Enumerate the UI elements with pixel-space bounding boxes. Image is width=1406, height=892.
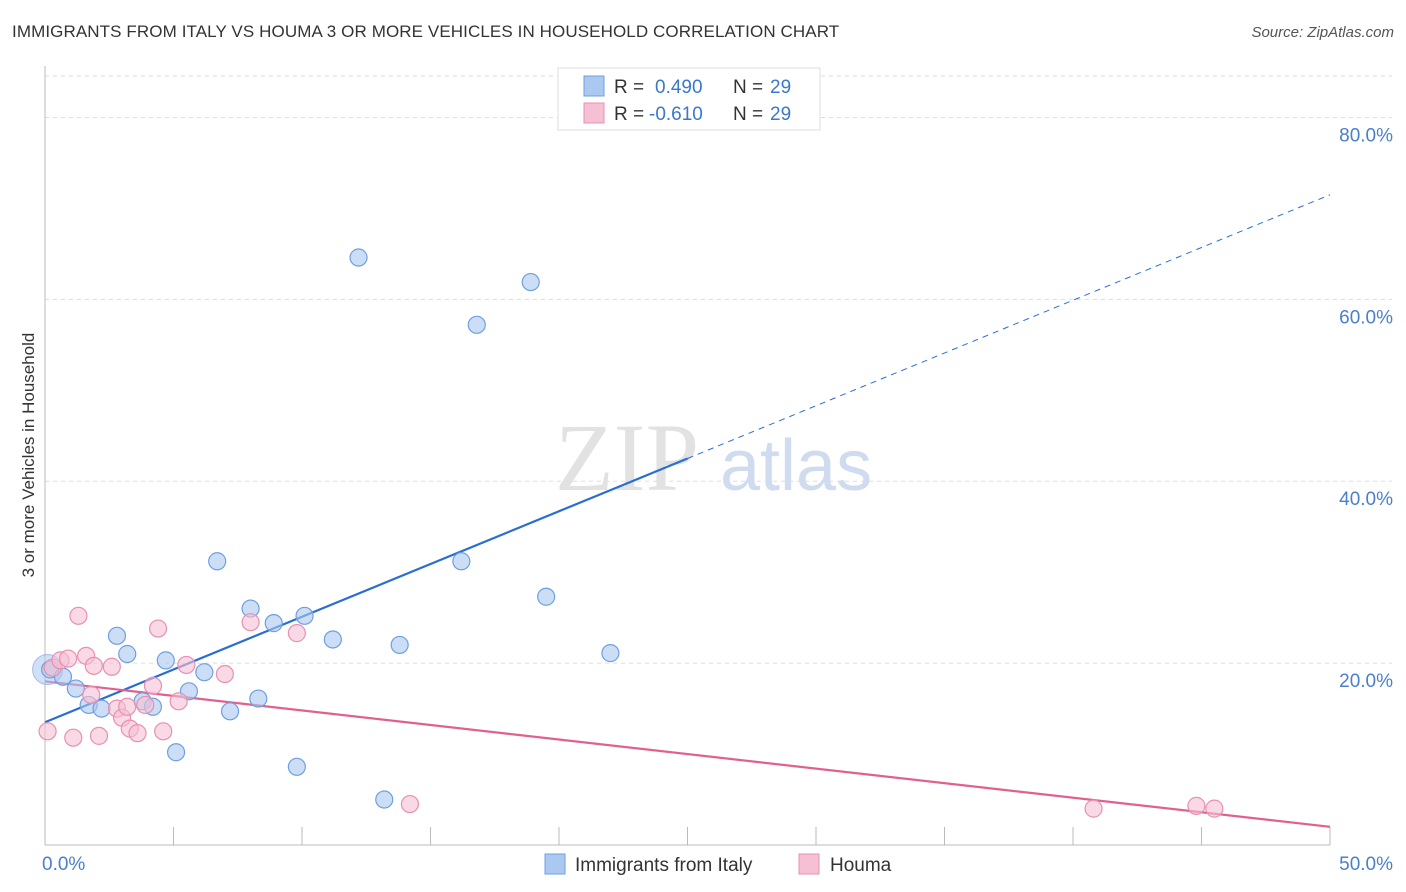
- point-houma-16: [136, 695, 155, 715]
- trend-line-italy: [44, 457, 688, 724]
- chart-title: IMMIGRANTS FROM ITALY VS HOUMA 3 OR MORE…: [12, 22, 840, 41]
- point-houma-3: [59, 649, 78, 668]
- point-italy-10: [166, 743, 186, 762]
- point-italy-28: [601, 644, 620, 663]
- y-tick-label-0: 20.0%: [1339, 671, 1393, 692]
- point-houma-26: [1084, 799, 1103, 818]
- grid-lines: [45, 75, 1392, 664]
- point-houma-23: [241, 613, 260, 632]
- point-houma-10: [102, 657, 121, 676]
- bottom-legend-swatch-houma: [798, 853, 820, 875]
- point-houma-19: [154, 722, 173, 741]
- point-italy-5: [107, 626, 127, 645]
- watermark-atlas: atlas: [720, 426, 872, 506]
- x-tick-label-0: 0.0%: [42, 854, 85, 875]
- legend-r-label-houma: R =: [614, 104, 644, 125]
- point-houma-22: [215, 664, 234, 684]
- point-italy-12: [195, 663, 214, 682]
- point-italy-20: [323, 630, 342, 649]
- y-tick-label-3: 80.0%: [1339, 125, 1393, 146]
- legend-r-label-italy: R =: [614, 77, 644, 98]
- point-italy-17: [264, 614, 283, 633]
- legend-r-value-italy: 0.490: [655, 77, 703, 98]
- point-italy-24: [452, 552, 471, 571]
- point-houma-21: [177, 655, 196, 675]
- point-houma-5: [69, 606, 88, 625]
- x-tick-label-1: 50.0%: [1339, 854, 1393, 875]
- point-italy-27: [537, 587, 556, 606]
- x-tick-labels: 0.0% 50.0%: [42, 854, 1393, 875]
- legend-n-label-houma: N =: [733, 104, 763, 125]
- point-houma-9: [89, 726, 109, 745]
- bottom-legend-label-italy: Immigrants from Italy: [575, 855, 753, 876]
- point-houma-8: [84, 656, 103, 675]
- point-houma-13: [118, 697, 137, 716]
- point-italy-2: [66, 679, 85, 698]
- legend-swatch-italy: [583, 75, 605, 97]
- point-houma-28: [1205, 799, 1224, 818]
- point-italy-18: [287, 757, 306, 776]
- source-label: Source: ZipAtlas.com: [1251, 24, 1394, 41]
- bottom-legend-swatch-italy: [544, 853, 566, 875]
- legend-n-label-italy: N =: [733, 77, 763, 98]
- point-italy-22: [375, 790, 394, 809]
- point-italy-13: [208, 552, 227, 571]
- point-houma-24: [287, 624, 306, 643]
- point-houma-4: [64, 728, 83, 747]
- data-points: [32, 248, 1224, 818]
- point-italy-25: [467, 315, 486, 334]
- axes: [44, 66, 1331, 846]
- point-italy-19: [295, 606, 314, 625]
- y-axis-label: 3 or more Vehicles in Household: [19, 333, 38, 578]
- point-italy-14: [220, 702, 240, 721]
- top-legend: R = 0.490 N = 29 R = -0.610 N = 29: [557, 67, 821, 131]
- point-houma-7: [82, 685, 101, 705]
- point-houma-0: [38, 722, 57, 741]
- point-houma-20: [169, 692, 188, 711]
- legend-n-value-italy: 29: [770, 77, 791, 98]
- legend-n-value-houma: 29: [770, 104, 791, 125]
- point-houma-18: [148, 619, 168, 638]
- point-houma-17: [143, 676, 163, 695]
- point-italy-16: [249, 689, 268, 708]
- point-italy-26: [521, 272, 540, 292]
- point-italy-21: [349, 248, 368, 267]
- point-houma-25: [400, 794, 420, 814]
- legend-r-value-houma: -0.610: [649, 104, 703, 125]
- trend-line-italy-extension: [687, 194, 1331, 459]
- point-italy-9: [156, 651, 175, 670]
- y-tick-label-1: 40.0%: [1339, 489, 1393, 510]
- point-italy-23: [390, 635, 409, 655]
- bottom-legend: Immigrants from Italy Houma: [544, 853, 892, 876]
- watermark-zip: ZIP: [555, 404, 699, 511]
- point-houma-15: [128, 724, 147, 743]
- bottom-legend-label-houma: Houma: [830, 855, 892, 876]
- point-houma-27: [1187, 796, 1206, 815]
- legend-swatch-houma: [583, 102, 605, 124]
- trend-line-houma: [44, 680, 1331, 828]
- y-tick-labels: 20.0% 40.0% 60.0% 80.0%: [1339, 125, 1393, 692]
- y-tick-label-2: 60.0%: [1339, 307, 1393, 328]
- point-italy-6: [118, 644, 137, 664]
